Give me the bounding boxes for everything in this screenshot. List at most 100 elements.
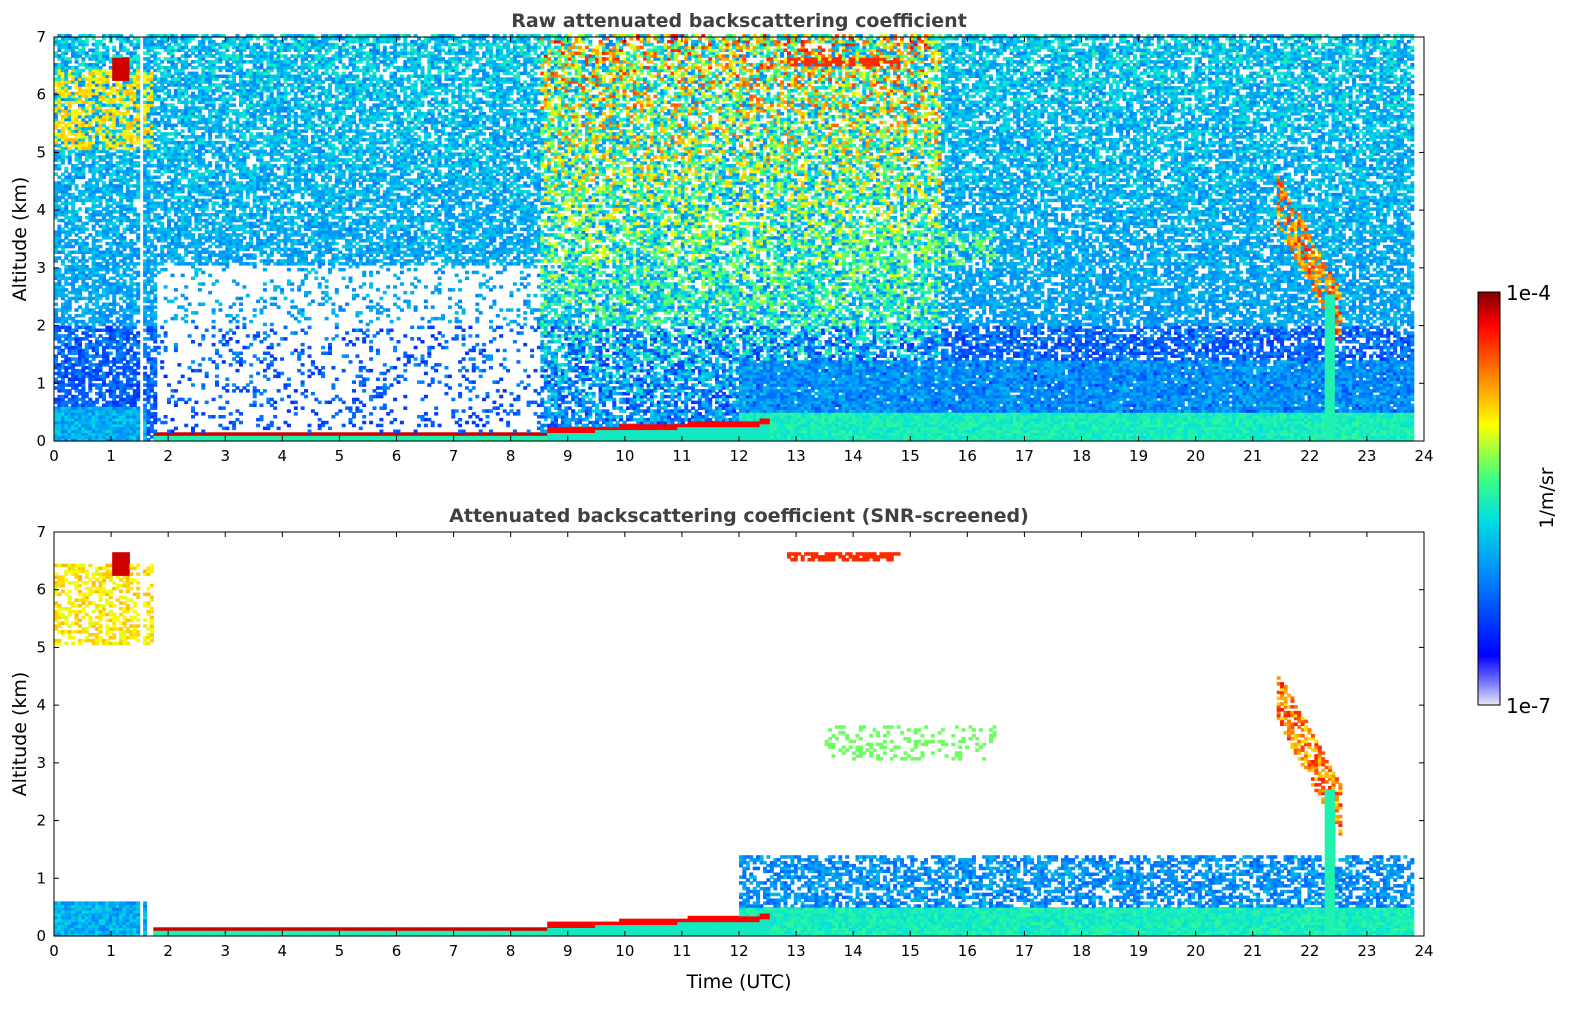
p0-cell <box>98 262 103 266</box>
p0-cell <box>211 308 216 312</box>
p0-cell <box>54 198 58 203</box>
p0-cell <box>84 247 89 252</box>
p0-cell <box>71 438 76 442</box>
p0-cell <box>136 371 141 376</box>
p0-cell <box>218 204 223 208</box>
p0-cell <box>112 224 117 229</box>
p0-cell <box>149 54 154 58</box>
p0-cell <box>74 37 79 41</box>
p0-cell <box>64 403 69 407</box>
p0-cell <box>91 314 96 318</box>
p0-cell <box>98 204 103 208</box>
p0-cell <box>119 348 124 353</box>
p0-cell <box>54 302 58 306</box>
p0-cell <box>105 331 110 335</box>
p0-cell <box>242 146 247 151</box>
p0-cell <box>98 123 103 128</box>
p0-cell <box>102 394 106 399</box>
p0-cell <box>98 129 103 133</box>
p0-cell <box>78 265 82 269</box>
p0-cell <box>153 273 158 278</box>
p0-cell <box>71 285 76 289</box>
p0-cell <box>78 80 82 84</box>
p0-cell <box>88 48 93 52</box>
p0-cell <box>74 138 79 142</box>
p0-cell <box>153 143 158 148</box>
p0-cell <box>108 420 113 425</box>
p0-cell <box>54 207 58 211</box>
p0-cell <box>54 164 58 168</box>
p0-cell <box>54 120 58 125</box>
p0-cell <box>197 74 202 78</box>
p0-cell <box>105 351 110 355</box>
p0-cell <box>64 210 69 214</box>
p0-cell <box>115 316 120 321</box>
p0-cell <box>98 311 103 315</box>
p0-cell <box>67 316 72 321</box>
p0-cell <box>57 389 62 393</box>
p0-cell <box>112 400 117 405</box>
p0-cell <box>54 230 58 234</box>
p0-cell <box>84 91 89 96</box>
p0-cell <box>91 363 96 367</box>
p0-cell <box>71 420 76 425</box>
p0-cell <box>149 60 154 64</box>
p0-cell <box>95 106 100 110</box>
p0-cell <box>91 42 96 47</box>
p0-cell <box>105 201 110 205</box>
p0-cell <box>153 169 158 174</box>
p0-cell <box>95 386 100 390</box>
p0-cell <box>98 195 103 200</box>
p0-cell <box>54 135 58 139</box>
p0-cell <box>201 282 206 286</box>
p0-cell <box>102 120 106 125</box>
p0-cell <box>105 192 110 197</box>
p0-cell <box>60 218 65 223</box>
p0-cell <box>122 279 127 283</box>
p0-cell <box>95 204 100 208</box>
p0-cell <box>60 415 65 419</box>
p0-cell <box>91 377 96 381</box>
p0-cell <box>249 403 254 407</box>
p0-cell <box>67 210 72 214</box>
p0-cell <box>78 270 82 275</box>
p0-cell <box>88 80 93 84</box>
p0-cell <box>102 345 106 350</box>
p0-cell <box>105 140 110 145</box>
p0-cell <box>108 138 113 142</box>
p0-cell <box>88 114 93 119</box>
p0-cell <box>60 94 65 99</box>
p0-cell <box>102 189 106 194</box>
p0-cell <box>102 322 106 327</box>
p0-cell <box>102 374 106 379</box>
p0-cell <box>78 224 82 229</box>
p0-cell <box>115 348 120 353</box>
p0-cell <box>71 213 76 217</box>
p0-cell <box>91 319 96 324</box>
p0-cell <box>125 57 130 61</box>
p0-cell <box>112 45 117 50</box>
p0-cell <box>95 114 100 119</box>
p0-cell <box>64 135 69 139</box>
p0-cell <box>136 270 141 275</box>
p0-cell <box>64 233 69 237</box>
p0-cell <box>54 314 58 318</box>
p0-cell <box>60 348 65 353</box>
p0-cell <box>88 135 93 139</box>
p0-cell <box>74 239 79 243</box>
p0-cell <box>67 426 72 431</box>
p0-cell <box>242 322 247 327</box>
p0-cell <box>91 403 96 407</box>
p0-cell <box>54 71 58 76</box>
p0-cell <box>57 409 62 413</box>
p0-cell <box>74 166 79 171</box>
p0-cell <box>60 386 65 390</box>
p0-cell <box>60 135 65 139</box>
p0-cell <box>54 68 58 73</box>
p0-cell <box>95 342 100 347</box>
p0-cell <box>102 265 106 269</box>
p0-cell <box>74 403 79 407</box>
p0-cell <box>64 189 69 194</box>
p0-cell <box>105 432 110 436</box>
